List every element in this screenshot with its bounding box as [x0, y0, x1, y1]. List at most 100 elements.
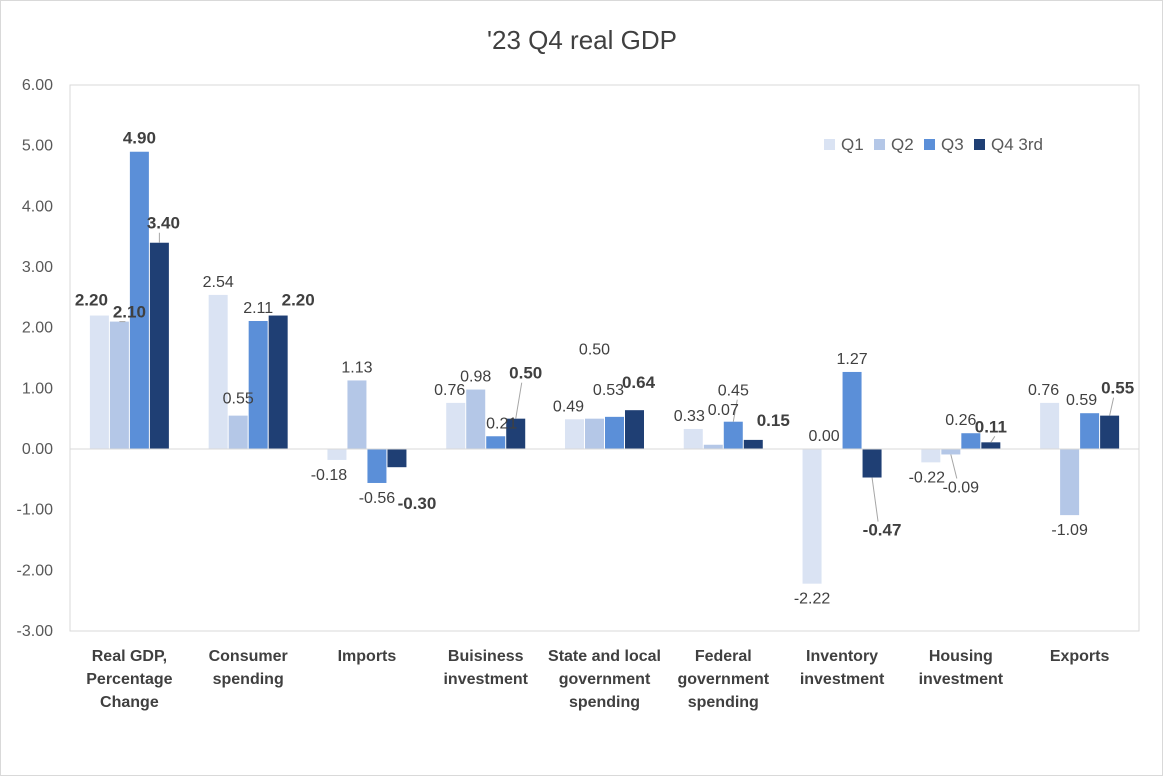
data-label-q4-3rd-5: 0.15 [757, 411, 790, 430]
y-tick-label: 6.00 [22, 77, 53, 94]
category-label-line: State and local [548, 648, 661, 665]
bar-q2-2 [347, 380, 367, 449]
legend-swatch-q4-3rd [974, 139, 985, 150]
data-label-q1-1: 2.54 [203, 274, 234, 291]
category-label-8: Exports [1050, 648, 1110, 665]
data-label-q3-3: 0.21 [486, 415, 517, 432]
data-label-q3-2: -0.56 [359, 490, 396, 507]
bar-q1-6 [802, 449, 822, 584]
bar-q2-8 [1060, 449, 1080, 516]
bar-q4-3rd-8 [1100, 415, 1120, 449]
category-label-4: State and local government spending [548, 648, 661, 711]
y-tick-label: -2.00 [17, 562, 54, 579]
leader-line [990, 436, 996, 443]
category-label-line: Percentage [86, 671, 172, 688]
bar-q4-3rd-7 [981, 442, 1001, 449]
data-label-q4-3rd-3: 0.50 [509, 364, 542, 383]
leader-line [950, 454, 958, 479]
plot-area [69, 84, 1140, 632]
bar-q1-7 [921, 449, 941, 463]
bar-q3-0 [129, 151, 149, 449]
data-label-q4-3rd-6: -0.47 [863, 521, 902, 540]
data-label-q1-7: -0.22 [909, 469, 946, 486]
data-label-q2-6: 0.00 [808, 428, 839, 445]
bar-q4-3rd-5 [743, 439, 763, 449]
data-label-q1-4: 0.49 [553, 398, 584, 415]
data-label-q3-0: 4.90 [123, 129, 156, 148]
category-label-5: Federal government spending [677, 648, 769, 711]
category-label-line: Imports [338, 648, 397, 665]
y-axis-ticks: 6.00 5.00 4.00 3.00 2.00 1.00 0.00 -1.00 -2.00 -3… [17, 77, 54, 640]
y-tick-label: 4.00 [22, 198, 53, 215]
data-label-q4-3rd-7: 0.11 [975, 417, 1007, 436]
bar-q2-4 [585, 418, 604, 449]
category-label-line: government [559, 671, 651, 688]
category-label-line: Buisiness [448, 648, 524, 665]
data-label-q3-6: 1.27 [836, 351, 867, 368]
y-tick-label: -3.00 [17, 623, 54, 640]
legend-swatch-q2 [874, 139, 885, 150]
bar-q1-2 [327, 449, 347, 460]
data-label-q4-3rd-1: 2.20 [282, 291, 315, 310]
category-label-line: Housing [929, 648, 993, 665]
label-leader-lines [119, 232, 1115, 522]
data-label-q4-3rd-2: -0.30 [398, 494, 437, 513]
data-label-q1-3: 0.76 [434, 382, 465, 399]
category-label-line: Real GDP, [92, 648, 167, 665]
bar-q1-5 [683, 428, 703, 449]
category-label-line: Change [100, 694, 159, 711]
bar-q3-1 [248, 320, 268, 449]
category-label-line: spending [213, 671, 284, 688]
bar-q2-7 [941, 449, 961, 455]
category-label-line: investment [800, 671, 885, 688]
category-label-7: Housing investment [919, 648, 1004, 688]
category-label-6: Inventory investment [800, 648, 885, 688]
category-label-line: Federal [695, 648, 752, 665]
data-label-q2-4: 0.50 [579, 342, 610, 359]
bar-q1-0 [89, 315, 109, 449]
category-label-1: Consumer spending [209, 648, 288, 688]
bars [89, 151, 1120, 584]
bar-q4-3rd-6 [862, 449, 882, 478]
bar-q1-3 [446, 402, 466, 449]
data-label-q2-3: 0.98 [460, 369, 491, 386]
data-label-q3-8: 0.59 [1066, 392, 1097, 409]
data-label-q2-2: 1.13 [341, 359, 372, 376]
category-label-line: investment [443, 671, 528, 688]
data-label-q1-6: -2.22 [794, 591, 831, 608]
legend-label-q1: Q1 [841, 135, 864, 154]
data-label-q3-7: 0.26 [945, 412, 976, 429]
data-label-q2-1: 0.55 [223, 391, 254, 408]
y-tick-label: 2.00 [22, 320, 53, 337]
bar-q4-3rd-1 [268, 315, 288, 449]
bar-q4-3rd-2 [387, 449, 407, 468]
data-label-q2-7: -0.09 [943, 479, 980, 496]
data-label-q2-0: 2.10 [113, 303, 146, 322]
category-label-line: spending [569, 694, 640, 711]
bar-q3-7 [961, 433, 981, 449]
bar-q3-8 [1080, 413, 1100, 449]
legend-swatch-q3 [924, 139, 935, 150]
leader-line [732, 399, 738, 422]
data-label-q4-3rd-0: 3.40 [147, 214, 180, 233]
category-labels: Real GDP, Percentage Change Consumer spendin… [86, 648, 1109, 711]
bar-q2-1 [228, 415, 248, 449]
legend-swatch-q1 [824, 139, 835, 150]
bar-q1-1 [208, 294, 228, 449]
bar-q4-3rd-0 [149, 242, 169, 449]
legend: Q1 Q2 Q3 Q4 3rd [824, 135, 1043, 154]
y-tick-label: -1.00 [17, 502, 54, 519]
category-label-line: investment [919, 671, 1004, 688]
bar-q2-5 [703, 444, 723, 449]
legend-label-q4-3rd: Q4 3rd [991, 135, 1043, 154]
category-label-line: spending [688, 694, 759, 711]
data-label-q3-1: 2.11 [243, 300, 273, 317]
bar-q3-6 [842, 371, 862, 449]
bar-q4-3rd-3 [506, 418, 526, 449]
data-label-q1-0: 2.20 [75, 291, 108, 310]
category-label-line: Inventory [806, 648, 878, 665]
data-label-q4-3rd-8: 0.55 [1101, 379, 1134, 398]
bar-q1-4 [565, 419, 584, 449]
